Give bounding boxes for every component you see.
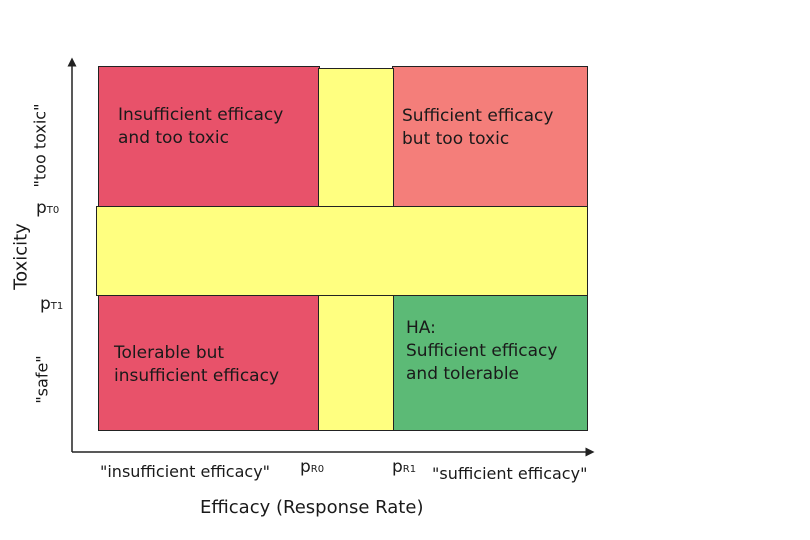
region-sufficient-tolerable (392, 294, 588, 431)
quadrant-text-bottom-left: Tolerable but insufficient efficacy (114, 343, 280, 386)
quadrant-text-top-left: Insufficient efficacy and too toxic (118, 105, 284, 148)
y-tick-pt1: pT1 (40, 294, 64, 314)
x-tick-pr1: pR1 (392, 457, 417, 477)
x-label-insufficient: "insufficient efficacy" (100, 462, 271, 481)
quadrant-text-bottom-right: HA: Sufficient efficacy and tolerable (406, 318, 558, 384)
x-axis-title: Efficacy (Response Rate) (200, 497, 424, 518)
y-label-safe: "safe" (32, 355, 52, 404)
y-tick-pt0: pT0 (36, 198, 60, 218)
y-axis-title: Toxicity (10, 223, 32, 290)
region-insufficient-toxic (98, 66, 320, 208)
horizontal-band (96, 206, 588, 296)
x-tick-pr0: pR0 (300, 457, 325, 477)
region-tolerable-insufficient (98, 294, 320, 431)
quadrant-text-top-right: Sufficient efficacy but too toxic (402, 106, 554, 149)
x-label-sufficient: "sufficient efficacy" (432, 464, 588, 483)
y-label-too-toxic: "too toxic" (30, 103, 50, 188)
